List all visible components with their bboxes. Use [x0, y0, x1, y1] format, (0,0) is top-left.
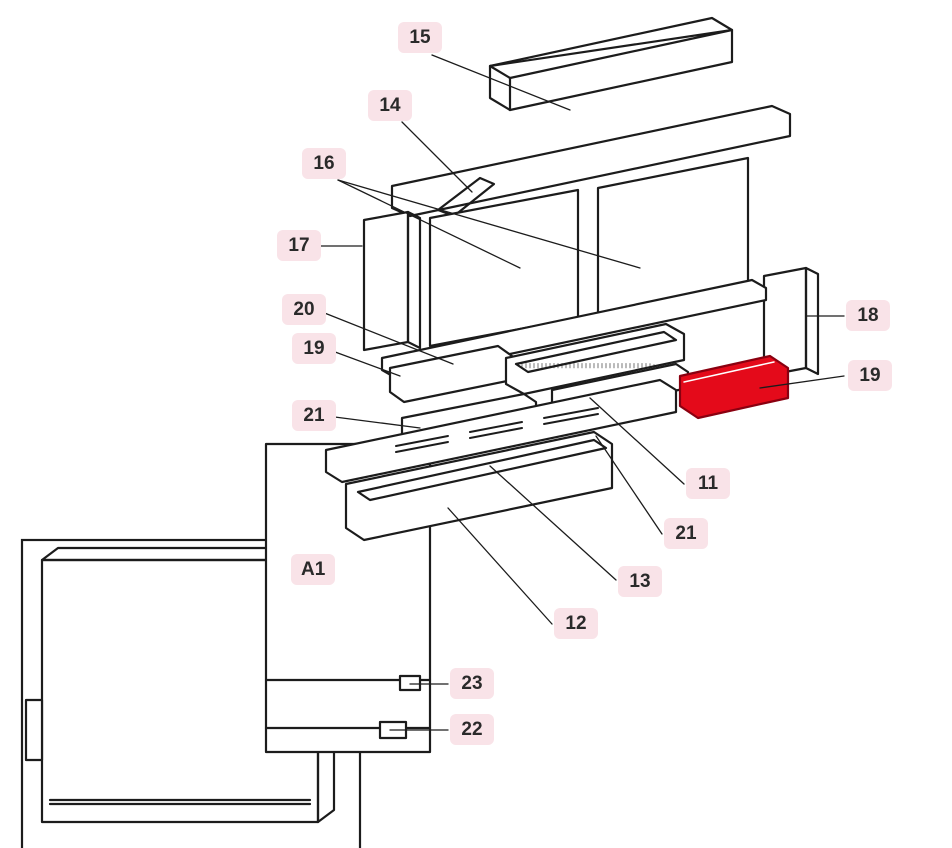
part-part17 [364, 212, 420, 350]
callout-15: 15 [398, 22, 442, 53]
callout-14: 14 [368, 90, 412, 121]
callout-A1: A1 [291, 554, 335, 585]
highlighted-part [680, 356, 788, 418]
callout-16: 16 [302, 148, 346, 179]
callout-12: 12 [554, 608, 598, 639]
callout-21-right: 21 [664, 518, 708, 549]
part-part15 [490, 18, 732, 110]
part-bracket-23 [400, 676, 420, 690]
callout-23: 23 [450, 668, 494, 699]
callout-19-left: 19 [292, 333, 336, 364]
leader-12 [448, 508, 552, 624]
callout-11: 11 [686, 468, 730, 499]
part-door-handle [26, 700, 42, 760]
callout-21-left: 21 [292, 400, 336, 431]
callout-22: 22 [450, 714, 494, 745]
callout-18: 18 [846, 300, 890, 331]
callout-13: 13 [618, 566, 662, 597]
callout-20: 20 [282, 294, 326, 325]
callout-17: 17 [277, 230, 321, 261]
callout-19-right: 19 [848, 360, 892, 391]
